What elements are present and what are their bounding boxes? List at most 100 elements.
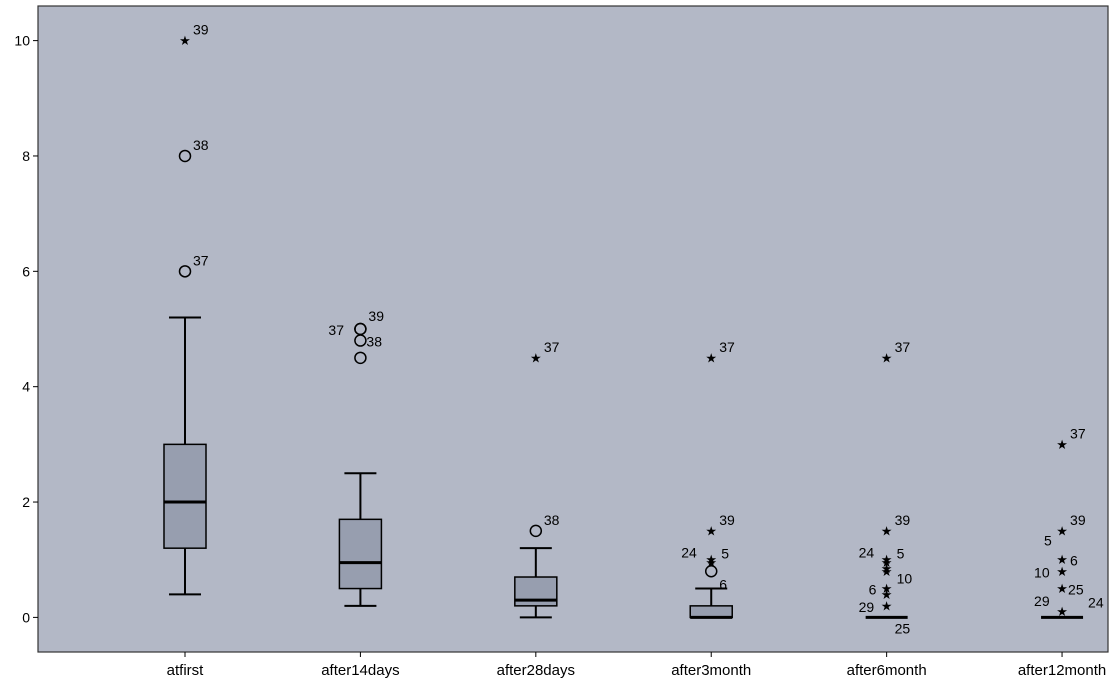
outlier-case-label: 24 (681, 545, 697, 561)
outlier-after6month: ★ 10 (881, 564, 913, 587)
extreme-star-marker: ★ (530, 350, 542, 365)
outlier-case-label: 25 (895, 620, 911, 636)
outlier-case-label: 6 (869, 582, 877, 598)
extreme-star-marker: ★ (705, 523, 717, 538)
outlier-after3month: ★5 (705, 546, 729, 571)
outlier-case-label: 5 (897, 546, 905, 562)
extreme-star-marker: ★ (705, 350, 717, 365)
outlier-case-label: 37 (1070, 425, 1086, 441)
outlier-circle-marker (178, 265, 192, 278)
outlier-case-label: 6 (1070, 553, 1078, 569)
outlier-case-label: 10 (1034, 564, 1050, 580)
outlier-after6month: 25 (895, 620, 911, 636)
extreme-star-marker: ★ (881, 581, 893, 596)
extreme-star-marker: ★ (1056, 523, 1068, 538)
y-tick-label: 2 (22, 494, 30, 510)
box-after14days (338, 472, 383, 607)
outlier-after6month: ★37 (881, 339, 911, 366)
outlier-after3month: ★37 (705, 339, 735, 366)
extreme-star-marker: ★ (881, 350, 893, 365)
outlier-after6month: ★6 (869, 581, 893, 598)
outliers: ★393837393738★3738★37★39★24★56★37★39★24★… (178, 22, 1104, 636)
outlier-circle-marker (354, 334, 367, 347)
outlier-case-label: 29 (1034, 593, 1050, 609)
outlier-case-label: 29 (859, 599, 875, 615)
outlier-after12month: 29 (1034, 593, 1050, 609)
x-tick-label: after14days (321, 662, 399, 679)
x-tick-label: atfirst (167, 662, 205, 679)
box-after3month (689, 587, 733, 619)
outlier-case-label: 10 (897, 570, 913, 586)
x-tick-label: after3month (671, 662, 751, 679)
extreme-star-marker: ★ (881, 523, 893, 538)
outlier-case-label: 24 (1088, 595, 1104, 611)
outlier-after3month: ★ 24 (681, 545, 717, 568)
outlier-circle-marker (529, 524, 543, 538)
extreme-star-marker: ★ (705, 552, 717, 567)
outlier-after12month: ★ 25 (1056, 581, 1084, 598)
outlier-case-label: 38 (193, 137, 209, 153)
outlier-case-label: 39 (368, 308, 384, 324)
x-tick-label: after6month (847, 662, 927, 679)
outlier-atfirst: ★39 (179, 22, 209, 49)
outlier-case-label: 39 (895, 512, 911, 528)
y-axis: 0 2 4 6 8 10 (14, 33, 38, 625)
outlier-case-label: 25 (1068, 582, 1084, 598)
outlier-case-label: 38 (366, 334, 382, 350)
extreme-star-marker: ★ (1056, 552, 1068, 567)
outlier-after6month: ★ (881, 587, 893, 602)
outlier-case-label: 37 (719, 339, 735, 355)
extreme-star-marker: ★ (1056, 564, 1068, 579)
outlier-after28days: ★37 (530, 339, 560, 366)
y-tick-label: 6 (22, 263, 30, 279)
outlier-after12month: ★ 6 (1056, 552, 1078, 569)
outlier-case-label: 6 (719, 576, 727, 592)
extreme-star-marker: ★ (881, 561, 893, 576)
outlier-case-label: 37 (193, 252, 209, 268)
box-iqr (163, 443, 207, 549)
outlier-after6month: ★ (881, 561, 893, 576)
y-tick-label: 8 (22, 148, 30, 164)
outlier-after12month: ★ 24 (1056, 595, 1104, 620)
extreme-star-marker: ★ (881, 555, 893, 570)
box-iqr (689, 605, 733, 619)
outlier-case-label: 39 (193, 22, 209, 38)
outlier-after6month: ★39 (881, 512, 911, 539)
extreme-star-marker: ★ (1056, 581, 1068, 596)
outlier-atfirst: 38 (178, 137, 209, 163)
outlier-case-label: 39 (1070, 512, 1086, 528)
extreme-star-marker: ★ (1056, 437, 1068, 452)
outlier-after28days: 38 (529, 512, 560, 538)
extreme-star-marker: ★ (179, 33, 191, 48)
outlier-atfirst: 37 (178, 252, 209, 278)
plot-area (37, 5, 1109, 653)
outlier-case-label: 38 (544, 512, 560, 528)
x-tick-label: after28days (497, 662, 575, 679)
extreme-star-marker: ★ (881, 552, 893, 567)
outlier-case-label: 5 (1044, 532, 1052, 548)
outlier-circle-marker (354, 351, 367, 365)
extreme-star-marker: ★ (881, 598, 893, 613)
outlier-after12month: ★37 (1056, 425, 1086, 452)
outlier-after3month: 6 (704, 565, 727, 592)
outlier-circle-marker (704, 565, 718, 578)
outlier-after12month: ★39 (1056, 512, 1086, 539)
outlier-case-label: 37 (895, 339, 911, 355)
outlier-circle-marker (178, 149, 192, 163)
box-after28days (514, 547, 558, 619)
x-axis: atfirst after14days after28days after3month… (167, 652, 1106, 679)
outlier-after14days: 38 (354, 334, 382, 350)
box-iqr (338, 518, 383, 590)
y-tick-label: 0 (22, 609, 30, 625)
outlier-after14days (354, 351, 367, 365)
extreme-star-marker: ★ (881, 587, 893, 602)
outlier-after6month: ★ 29 (859, 598, 893, 615)
outlier-case-label: 24 (859, 545, 875, 561)
outlier-after12month: ★ 10 (1034, 564, 1068, 581)
outlier-case-label: 39 (719, 512, 735, 528)
y-tick-label: 4 (22, 379, 30, 395)
outlier-after6month: ★5 (881, 546, 905, 571)
outlier-after12month: 5 (1044, 532, 1052, 548)
extreme-star-marker: ★ (705, 555, 717, 570)
